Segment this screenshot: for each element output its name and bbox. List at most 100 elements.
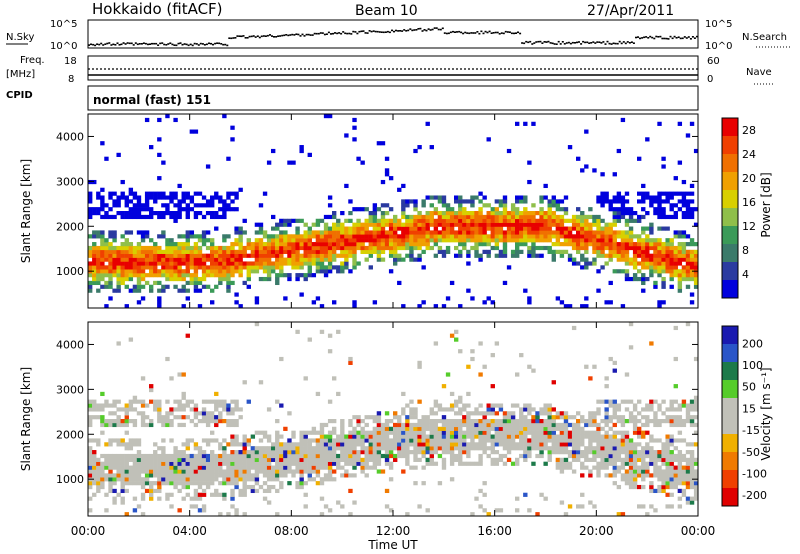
heatmap-cell: [689, 442, 695, 447]
heatmap-cell: [502, 234, 508, 239]
heatmap-cell: [336, 391, 341, 397]
heatmap-cell: [128, 465, 134, 470]
heatmap-cell: [242, 245, 247, 251]
heatmap-cell: [218, 512, 223, 517]
heatmap-cell: [238, 469, 243, 474]
heatmap-cell: [555, 415, 561, 420]
heatmap-cell: [157, 296, 162, 301]
heatmap-cell: [140, 238, 146, 243]
heatmap-cell: [600, 172, 605, 177]
heatmap-cell: [205, 203, 211, 208]
heatmap-cell: [539, 407, 544, 412]
heatmap-cell: [429, 430, 434, 435]
heatmap-cell: [238, 265, 243, 270]
heatmap-cell: [161, 195, 166, 200]
nsky-point: [106, 42, 109, 45]
heatmap-cell: [165, 453, 170, 459]
heatmap-cell: [596, 465, 601, 470]
heatmap-cell: [181, 395, 186, 400]
heatmap-cell: [303, 253, 308, 258]
heatmap-cell: [494, 411, 500, 416]
heatmap-cell: [559, 249, 565, 254]
heatmap-cell: [352, 473, 357, 478]
nsky-point: [639, 37, 641, 40]
heatmap-cell: [185, 465, 190, 470]
heatmap-cell: [173, 461, 178, 466]
nsky-point: [271, 35, 273, 37]
nsky-point: [173, 44, 176, 46]
heatmap-cell: [299, 446, 304, 451]
heatmap-cell: [201, 461, 207, 466]
heatmap-cell: [283, 230, 288, 235]
heatmap-cell: [116, 457, 121, 462]
heatmap-cell: [161, 419, 166, 424]
heatmap-cell: [230, 488, 235, 494]
heatmap-cell: [266, 253, 272, 258]
heatmap-cell: [486, 403, 491, 408]
heatmap-cell: [116, 492, 121, 497]
heatmap-cell: [124, 446, 129, 451]
heatmap-cell: [519, 226, 524, 231]
heatmap-cell: [429, 238, 434, 243]
heatmap-cell: [433, 434, 439, 439]
heatmap-cell: [222, 269, 227, 274]
heatmap-cell: [88, 422, 93, 428]
heatmap-cell: [177, 453, 182, 459]
heatmap-cell: [230, 461, 235, 466]
nsky-point: [594, 42, 597, 44]
heatmap-cell: [689, 450, 695, 455]
heatmap-cell: [124, 403, 129, 408]
heatmap-cell: [693, 399, 699, 404]
heatmap-cell: [567, 422, 573, 428]
heatmap-cell: [340, 465, 345, 470]
heatmap-cell: [352, 125, 357, 130]
heatmap-cell: [299, 442, 304, 447]
heatmap-cell: [238, 304, 243, 309]
heatmap-cell: [490, 207, 495, 212]
heatmap-cell: [283, 245, 288, 251]
heatmap-cell: [100, 473, 105, 478]
nsky-point: [136, 43, 139, 46]
heatmap-cell: [649, 261, 654, 266]
heatmap-cell: [502, 211, 508, 216]
heatmap-cell: [616, 214, 622, 220]
heatmap-cell: [571, 257, 577, 262]
heatmap-cell: [189, 273, 195, 278]
heatmap-cell: [275, 249, 280, 254]
heatmap-cell: [685, 253, 691, 258]
heatmap-cell: [551, 218, 556, 223]
heatmap-cell: [563, 512, 569, 517]
heatmap-cell: [641, 465, 646, 470]
heatmap-cell: [169, 242, 174, 247]
nsky-point: [425, 29, 428, 32]
heatmap-cell: [437, 234, 443, 239]
heatmap-cell: [193, 249, 199, 254]
heatmap-cell: [100, 284, 105, 289]
heatmap-cell: [262, 234, 268, 239]
heatmap-cell: [295, 481, 300, 486]
heatmap-cell: [128, 453, 134, 459]
heatmap-cell: [604, 473, 609, 478]
nsky-point: [618, 40, 621, 43]
heatmap-cell: [291, 450, 296, 455]
heatmap-cell: [567, 218, 573, 223]
heatmap-cell: [315, 453, 321, 459]
heatmap-cell: [242, 465, 247, 470]
heatmap-cell: [482, 203, 487, 208]
heatmap-cell: [454, 211, 459, 216]
heatmap-cell: [478, 226, 483, 231]
heatmap-cell: [315, 473, 321, 478]
heatmap-cell: [628, 442, 634, 447]
colorbar-frame: [721, 325, 739, 507]
heatmap-cell: [506, 430, 512, 435]
heatmap-cell: [612, 230, 617, 235]
heatmap-cell: [388, 234, 394, 239]
heatmap-cell: [401, 304, 406, 309]
heatmap-cell: [588, 222, 593, 227]
heatmap-cell: [449, 457, 455, 462]
nsky-point: [128, 42, 131, 45]
heatmap-cell: [246, 477, 251, 482]
heatmap-cell: [397, 280, 402, 286]
nsky-point: [108, 42, 111, 44]
heatmap-cell: [571, 442, 577, 447]
